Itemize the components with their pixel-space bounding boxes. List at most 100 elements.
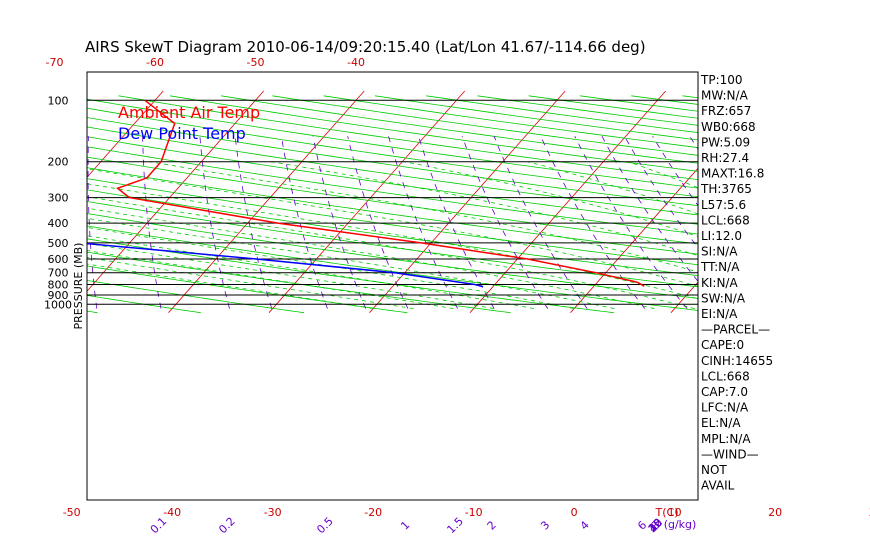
pressure-tick-label: 1000 bbox=[44, 298, 72, 311]
mixing-ratio-tick-label: 0.5 bbox=[314, 515, 336, 537]
moist-adiabat-line bbox=[87, 207, 655, 309]
temp-unit-label: T(C) bbox=[655, 506, 679, 519]
temp-tick-label: 20 bbox=[768, 506, 782, 519]
mixing-ratio-tick-label: 0.2 bbox=[216, 515, 238, 537]
moist-adiabat-line bbox=[87, 257, 414, 309]
index-item: LI:12.0 bbox=[701, 229, 742, 243]
legend-item: Dew Point Temp bbox=[118, 124, 246, 143]
pressure-tick-label: 400 bbox=[48, 217, 69, 230]
moist-adiabat-line bbox=[87, 235, 535, 309]
temp-tick-label: 30 bbox=[869, 506, 870, 519]
pressure-tick-label: 500 bbox=[48, 237, 69, 250]
index-item: AVAIL bbox=[701, 479, 735, 493]
dry-adiabat-line bbox=[87, 98, 698, 189]
moist-adiabat-line bbox=[87, 263, 374, 309]
legend: Ambient Air Temp Dew Point Temp bbox=[118, 103, 260, 143]
index-item: RH:27.4 bbox=[701, 151, 749, 165]
index-item: PW:5.09 bbox=[701, 135, 750, 149]
index-item: —PARCEL— bbox=[701, 323, 770, 337]
pressure-tick-label: 600 bbox=[48, 253, 69, 266]
mixing-ratio-tick-label: 4 bbox=[578, 518, 592, 532]
moist-adiabat-line bbox=[527, 161, 698, 215]
temp-tick-label: 0 bbox=[571, 506, 578, 519]
dry-adiabat-line bbox=[87, 107, 698, 198]
mixing-ratio-line bbox=[743, 136, 870, 308]
isotherm-line bbox=[772, 91, 870, 313]
plot-frame bbox=[86, 71, 699, 501]
dry-adiabat-line bbox=[323, 95, 698, 148]
index-item: SW:N/A bbox=[701, 291, 746, 305]
mixing-ratio-tick-label: 1.5 bbox=[444, 515, 466, 537]
index-item: TH:3765 bbox=[700, 182, 752, 196]
pressure-tick-label: 800 bbox=[48, 279, 69, 292]
mixing-ratio-tick-label: 1 bbox=[398, 518, 412, 532]
index-item: TP:100 bbox=[700, 73, 743, 87]
index-item: MW:N/A bbox=[701, 89, 749, 103]
dry-adiabat-line bbox=[87, 136, 698, 225]
dry-adiabat-line bbox=[87, 238, 614, 314]
index-item: MPL:N/A bbox=[701, 432, 751, 446]
profile-curves bbox=[87, 99, 645, 288]
index-item: LCL:668 bbox=[701, 213, 750, 227]
pressure-tick-label: 200 bbox=[48, 156, 69, 169]
temp-tick-label: -30 bbox=[264, 506, 282, 519]
moist-adiabat-line bbox=[149, 161, 698, 273]
dry-adiabat-line bbox=[87, 156, 698, 245]
moist-adiabat-line bbox=[404, 161, 698, 237]
legend-item: Ambient Air Temp bbox=[118, 103, 260, 122]
index-item: CAPE:0 bbox=[701, 338, 744, 352]
index-item: LCL:668 bbox=[701, 369, 750, 383]
index-item: TT:N/A bbox=[700, 260, 740, 274]
index-item: EI:N/A bbox=[701, 307, 738, 321]
top-temp-tick-label: -50 bbox=[247, 56, 265, 69]
mixing-ratio-line bbox=[782, 136, 870, 308]
index-item: L57:5.6 bbox=[701, 198, 746, 212]
moist-adiabat-line bbox=[87, 226, 575, 309]
dewpoint-curve bbox=[87, 242, 484, 288]
isotherm-line bbox=[168, 90, 365, 313]
pressure-tick-label: 700 bbox=[48, 267, 69, 280]
grid-layer bbox=[87, 90, 870, 314]
y-axis-label: PRESSURE (MB) bbox=[72, 243, 85, 330]
index-item: LFC:N/A bbox=[701, 401, 749, 415]
index-item: MAXT:16.8 bbox=[701, 167, 764, 181]
temp-tick-label: -40 bbox=[163, 506, 181, 519]
dry-adiabat-line bbox=[87, 295, 201, 314]
index-item: EL:N/A bbox=[701, 416, 741, 430]
moist-adiabat-line bbox=[87, 196, 695, 309]
mixing-ratio-unit-label: (g/kg) bbox=[664, 518, 697, 531]
dry-adiabat-line bbox=[87, 126, 698, 216]
index-item: SI:N/A bbox=[701, 245, 738, 259]
temp-tick-label: -50 bbox=[63, 506, 81, 519]
index-item: CINH:14655 bbox=[701, 354, 773, 368]
index-item: KI:N/A bbox=[701, 276, 738, 290]
index-item: FRZ:657 bbox=[701, 104, 751, 118]
isotherm-line bbox=[87, 90, 264, 292]
index-item: NOT bbox=[701, 463, 727, 477]
mixing-ratio-tick-label: 2 bbox=[485, 518, 499, 532]
temperature-curve bbox=[116, 99, 645, 287]
top-temp-tick-label: -40 bbox=[347, 56, 365, 69]
dry-adiabat-line bbox=[87, 146, 698, 235]
isotherm-line bbox=[469, 90, 666, 313]
moist-adiabat-line bbox=[87, 250, 454, 309]
isotherm-line bbox=[369, 90, 566, 313]
temp-tick-label: -20 bbox=[364, 506, 382, 519]
isotherm-line bbox=[87, 90, 164, 178]
dry-adiabat-line bbox=[87, 117, 698, 207]
temp-tick-label: 10 bbox=[668, 506, 682, 519]
dry-adiabat-line bbox=[87, 280, 305, 314]
mixing-ratio-tick-label: 3 bbox=[538, 518, 552, 532]
index-item: —WIND— bbox=[701, 447, 759, 461]
pressure-tick-label: 900 bbox=[48, 289, 69, 302]
dry-adiabat-line bbox=[87, 167, 698, 255]
index-item: WB0:668 bbox=[701, 120, 756, 134]
pressure-tick-label: 100 bbox=[48, 94, 69, 107]
top-temp-tick-label: -60 bbox=[146, 56, 164, 69]
dry-adiabat-line bbox=[87, 265, 408, 314]
moist-adiabat-line bbox=[87, 242, 494, 309]
dry-adiabat-line bbox=[528, 95, 698, 119]
moist-adiabat-line bbox=[87, 217, 615, 309]
pressure-tick-label: 300 bbox=[48, 192, 69, 205]
